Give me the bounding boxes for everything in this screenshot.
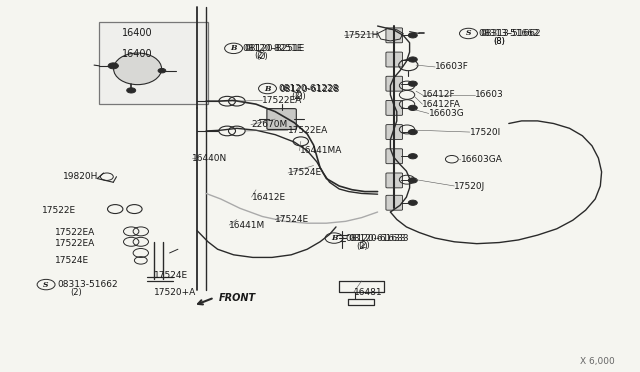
Circle shape: [408, 154, 417, 159]
FancyBboxPatch shape: [386, 100, 403, 115]
Circle shape: [108, 63, 118, 69]
Text: 16400: 16400: [122, 49, 153, 59]
Circle shape: [408, 129, 417, 135]
Text: 19820H: 19820H: [63, 172, 98, 181]
Text: 08120-61633: 08120-61633: [349, 234, 410, 243]
Text: 16440N: 16440N: [192, 154, 227, 163]
Text: 17520+A: 17520+A: [154, 288, 196, 296]
Text: 17524E: 17524E: [275, 215, 309, 224]
Text: 16603G: 16603G: [429, 109, 465, 118]
Text: FRONT: FRONT: [219, 294, 256, 303]
Text: 08120-61228: 08120-61228: [278, 84, 339, 93]
Circle shape: [408, 33, 417, 38]
Circle shape: [408, 178, 417, 183]
Text: S: S: [466, 29, 471, 38]
Text: B: B: [230, 44, 237, 52]
Text: 22670M: 22670M: [251, 120, 287, 129]
Text: 08120-61633: 08120-61633: [345, 234, 406, 243]
Text: 16441MA: 16441MA: [300, 146, 342, 155]
Text: (8): (8): [493, 37, 505, 46]
Text: 17522EA: 17522EA: [262, 96, 303, 105]
Text: S: S: [44, 280, 49, 289]
Text: (2): (2): [358, 241, 370, 250]
Text: 16603GA: 16603GA: [461, 155, 502, 164]
Text: (2): (2): [256, 52, 268, 61]
Text: (2): (2): [70, 288, 82, 297]
FancyBboxPatch shape: [386, 28, 403, 43]
FancyBboxPatch shape: [386, 125, 403, 140]
Bar: [99, 22, 208, 104]
Text: 17520J: 17520J: [454, 182, 486, 190]
FancyBboxPatch shape: [386, 52, 403, 67]
Text: (2): (2): [356, 242, 368, 251]
Circle shape: [408, 81, 417, 86]
FancyBboxPatch shape: [267, 109, 296, 129]
Text: (8): (8): [493, 37, 505, 46]
Text: 17522EA: 17522EA: [55, 239, 95, 248]
Text: 16412E: 16412E: [252, 193, 285, 202]
FancyBboxPatch shape: [386, 76, 403, 91]
Text: 17524E: 17524E: [154, 271, 188, 280]
Text: 16412F: 16412F: [422, 90, 456, 99]
Text: B: B: [264, 84, 271, 93]
Text: 08313-51662: 08313-51662: [58, 280, 118, 289]
Text: (2): (2): [291, 92, 303, 101]
Circle shape: [408, 105, 417, 110]
Text: 08120-8251E: 08120-8251E: [242, 44, 302, 53]
FancyBboxPatch shape: [386, 173, 403, 188]
Text: 16441M: 16441M: [229, 221, 266, 230]
Text: 16603: 16603: [475, 90, 504, 99]
Text: 08313-51662: 08313-51662: [480, 29, 541, 38]
Text: 08120-61228: 08120-61228: [280, 85, 340, 94]
Circle shape: [158, 68, 166, 73]
Text: 08120-8251E: 08120-8251E: [244, 44, 305, 53]
Ellipse shape: [114, 53, 161, 85]
Text: 17522EA: 17522EA: [288, 126, 328, 135]
Text: 16481: 16481: [354, 288, 383, 296]
Text: X 6,000: X 6,000: [580, 357, 614, 366]
FancyBboxPatch shape: [386, 195, 403, 210]
Text: 17522EA: 17522EA: [55, 228, 95, 237]
Text: 17524E: 17524E: [288, 169, 322, 177]
Text: 17521H: 17521H: [344, 31, 380, 40]
Text: (2): (2): [294, 92, 306, 101]
FancyBboxPatch shape: [386, 149, 403, 164]
Text: 17524E: 17524E: [55, 256, 89, 265]
Text: 17520I: 17520I: [470, 128, 501, 137]
Text: B: B: [331, 234, 337, 242]
Text: 16412FA: 16412FA: [422, 100, 461, 109]
Text: 17522E: 17522E: [42, 206, 76, 215]
Circle shape: [408, 57, 417, 62]
Text: 16400: 16400: [122, 28, 153, 38]
Circle shape: [127, 88, 136, 93]
Text: (2): (2): [255, 51, 266, 60]
Circle shape: [408, 200, 417, 205]
Text: 16603F: 16603F: [435, 62, 469, 71]
Text: 08313-51662: 08313-51662: [479, 29, 540, 38]
